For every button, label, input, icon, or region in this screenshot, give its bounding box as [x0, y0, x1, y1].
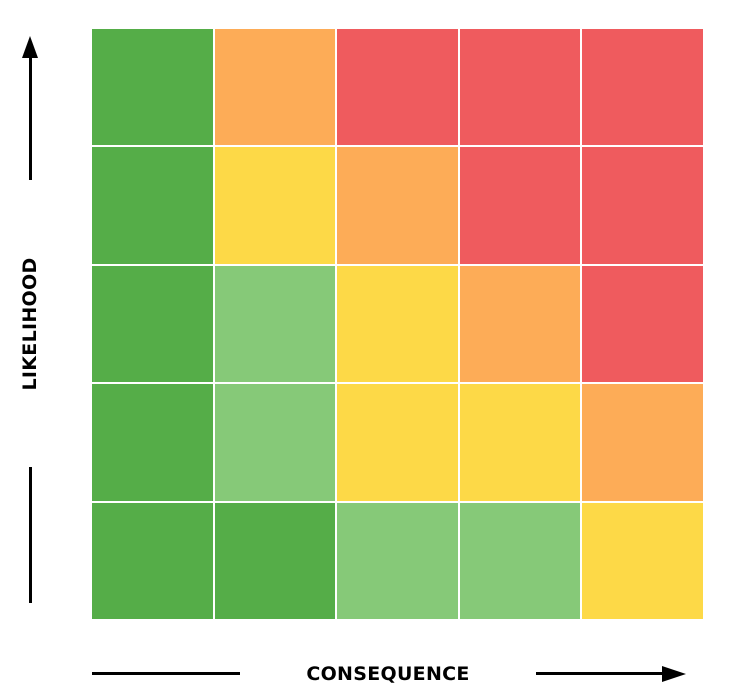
risk-matrix-grid — [92, 29, 703, 619]
risk-cell-orange — [337, 147, 458, 264]
consequence-axis-label: CONSEQUENCE — [306, 663, 470, 685]
risk-cell-red — [459, 29, 581, 146]
risk-cell-dark-green — [214, 502, 336, 619]
risk-cell-yellow — [337, 265, 458, 383]
risk-cell-orange — [214, 29, 336, 146]
risk-cell-red — [337, 29, 458, 146]
likelihood-arrow-head-icon — [22, 36, 38, 58]
consequence-arrow-head-icon — [662, 666, 686, 682]
likelihood-axis-label: LIKELIHOOD — [19, 257, 41, 391]
risk-cell-yellow — [582, 502, 703, 619]
consequence-axis-line-left — [92, 672, 240, 675]
risk-cell-light-green — [214, 265, 336, 383]
risk-cell-orange — [582, 384, 703, 501]
likelihood-axis-line-bottom — [29, 467, 32, 603]
risk-cell-dark-green — [92, 147, 213, 264]
risk-cell-red — [582, 265, 703, 383]
risk-cell-red — [582, 147, 703, 264]
consequence-axis-line-right — [536, 672, 666, 675]
risk-cell-light-green — [337, 502, 458, 619]
risk-cell-yellow — [337, 384, 458, 501]
risk-cell-dark-green — [92, 29, 213, 146]
risk-cell-red — [582, 29, 703, 146]
risk-cell-yellow — [459, 384, 581, 501]
risk-cell-red — [459, 147, 581, 264]
risk-cell-dark-green — [92, 384, 213, 501]
risk-cell-orange — [459, 265, 581, 383]
risk-cell-dark-green — [92, 265, 213, 383]
risk-cell-dark-green — [92, 502, 213, 619]
risk-cell-light-green — [214, 384, 336, 501]
risk-cell-yellow — [214, 147, 336, 264]
likelihood-axis-line-top — [29, 56, 32, 180]
risk-cell-light-green — [459, 502, 581, 619]
